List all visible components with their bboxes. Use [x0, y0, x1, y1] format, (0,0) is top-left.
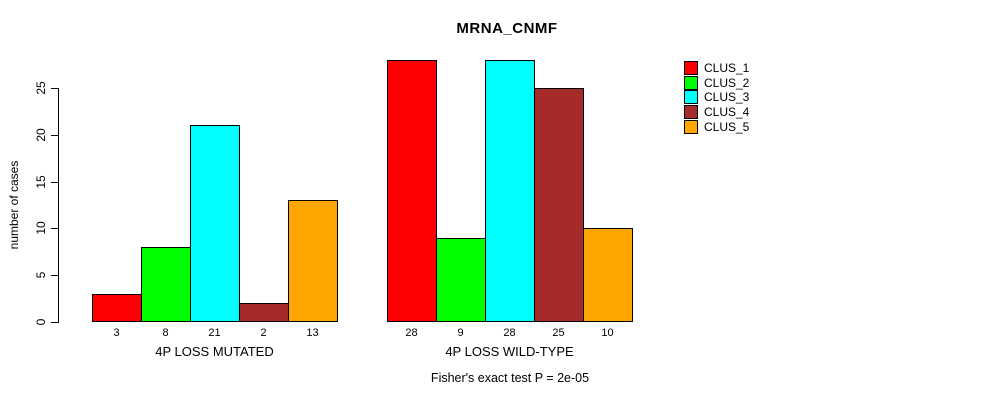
bar-CLUS_3-group2 [485, 60, 535, 322]
legend-item: CLUS_4 [684, 105, 749, 120]
bar-value-label: 8 [162, 327, 169, 339]
bar-value-label: 13 [306, 327, 319, 339]
bar-value-label: 9 [457, 327, 464, 339]
y-tick-label: 15 [34, 175, 48, 189]
legend-item: CLUS_2 [684, 75, 750, 91]
legend-swatch-CLUS_4 [684, 105, 698, 120]
bar-CLUS_1-group1 [92, 294, 142, 322]
legend-label-CLUS_4: CLUS_4 [704, 105, 750, 120]
legend-item: CLUS_1 [684, 61, 749, 76]
bar-value-label: 2 [260, 327, 267, 339]
x-group-label: 4P LOSS WILD-TYPE [445, 344, 574, 359]
bar-value-label: 10 [601, 327, 614, 339]
legend-label-CLUS_5: CLUS_5 [704, 119, 750, 134]
bar-CLUS_4-group2 [534, 88, 584, 322]
bar-value-label: 3 [113, 327, 120, 339]
legend-label-CLUS_2: CLUS_2 [704, 75, 750, 90]
y-tick [51, 135, 58, 136]
bar-CLUS_5-group2 [583, 228, 633, 322]
y-axis-line [58, 88, 59, 323]
legend-swatch-CLUS_1 [684, 61, 698, 76]
y-tick [51, 275, 58, 276]
y-axis-label: number of cases [7, 160, 21, 250]
legend: CLUS_1 CLUS_2 CLUS_3 CLUS_4 CLUS_5 [684, 61, 749, 134]
legend-item: CLUS_5 [684, 119, 749, 134]
legend-swatch-CLUS_2 [684, 75, 698, 90]
chart-title: MRNA_CNMF [456, 20, 558, 37]
y-tick [51, 182, 58, 183]
y-tick [51, 322, 58, 323]
bar-CLUS_4-group1 [239, 303, 289, 322]
y-tick-label: 0 [34, 318, 48, 326]
legend-swatch-CLUS_3 [684, 90, 698, 105]
bar-value-label: 21 [208, 327, 221, 339]
bar-CLUS_3-group1 [190, 125, 240, 322]
x-group-label: 4P LOSS MUTATED [155, 344, 274, 359]
y-tick-label: 20 [34, 128, 48, 142]
legend-label-CLUS_3: CLUS_3 [704, 90, 750, 105]
bar-CLUS_2-group1 [141, 247, 191, 322]
bar-CLUS_2-group2 [436, 238, 486, 322]
bar-value-label: 25 [552, 327, 565, 339]
bar-value-label: 28 [405, 327, 418, 339]
y-tick-label: 10 [34, 221, 48, 235]
bar-CLUS_5-group1 [288, 200, 338, 322]
bar-value-label: 28 [503, 327, 516, 339]
fisher-test-annotation: Fisher's exact test P = 2e-05 [430, 371, 590, 385]
legend-label-CLUS_1: CLUS_1 [704, 61, 750, 76]
legend-item: CLUS_3 [684, 90, 749, 105]
y-tick [51, 88, 58, 89]
y-tick-label: 25 [34, 81, 48, 95]
y-tick [51, 228, 58, 229]
bar-CLUS_1-group2 [387, 60, 437, 322]
y-tick-label: 5 [34, 271, 48, 279]
legend-swatch-CLUS_5 [684, 119, 698, 134]
